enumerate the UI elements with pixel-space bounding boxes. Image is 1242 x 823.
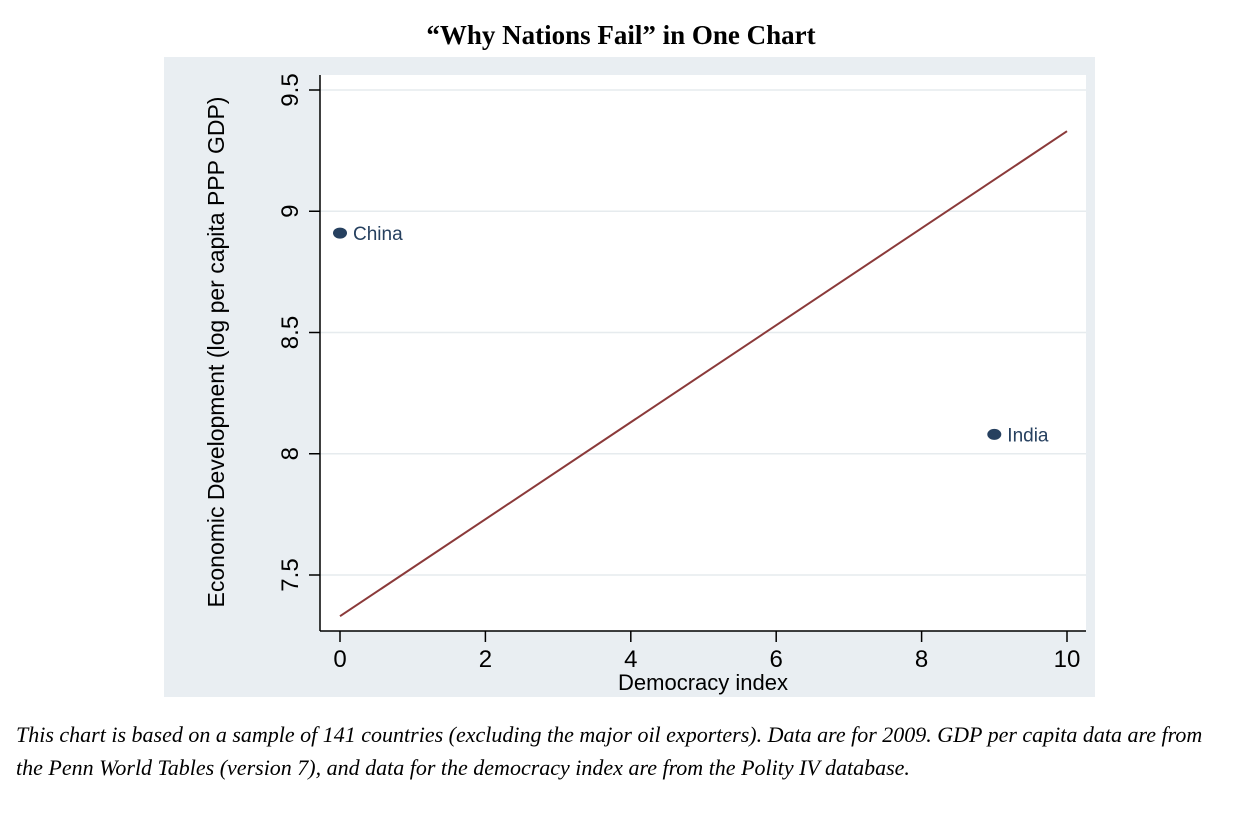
chart-caption: This chart is based on a sample of 141 c… [16,722,1203,780]
data-point-china [333,227,347,239]
data-point-india [987,428,1002,440]
x-tick-label: 8 [915,646,928,673]
axes: 7.5 8 8.5 9 9.5 0 2 4 6 8 10 [277,73,1086,673]
y-tick-label: 9.5 [277,73,304,106]
fit-line-layer [339,130,1068,618]
grid-lines [320,89,1086,576]
y-tick-label: 8 [277,447,304,460]
point-label-china: China [353,224,403,245]
y-axis-label: Economic Development (log per capita PPP… [203,97,229,608]
plot-area [320,75,1086,631]
points-layer: China India [333,224,1049,446]
chart-title: “Why Nations Fail” in One Chart [426,20,816,50]
x-tick-label: 0 [333,646,346,673]
x-axis-label: Democracy index [618,670,788,695]
x-tick-label: 4 [624,646,637,673]
fit-line [339,130,1068,618]
point-label-india: India [1007,425,1049,446]
y-tick-label: 8.5 [277,316,304,349]
x-tick-label: 6 [770,646,783,673]
y-tick-label: 9 [277,205,304,218]
x-tick-label: 10 [1054,646,1081,673]
x-tick-label: 2 [479,646,492,673]
y-tick-label: 7.5 [277,558,304,591]
